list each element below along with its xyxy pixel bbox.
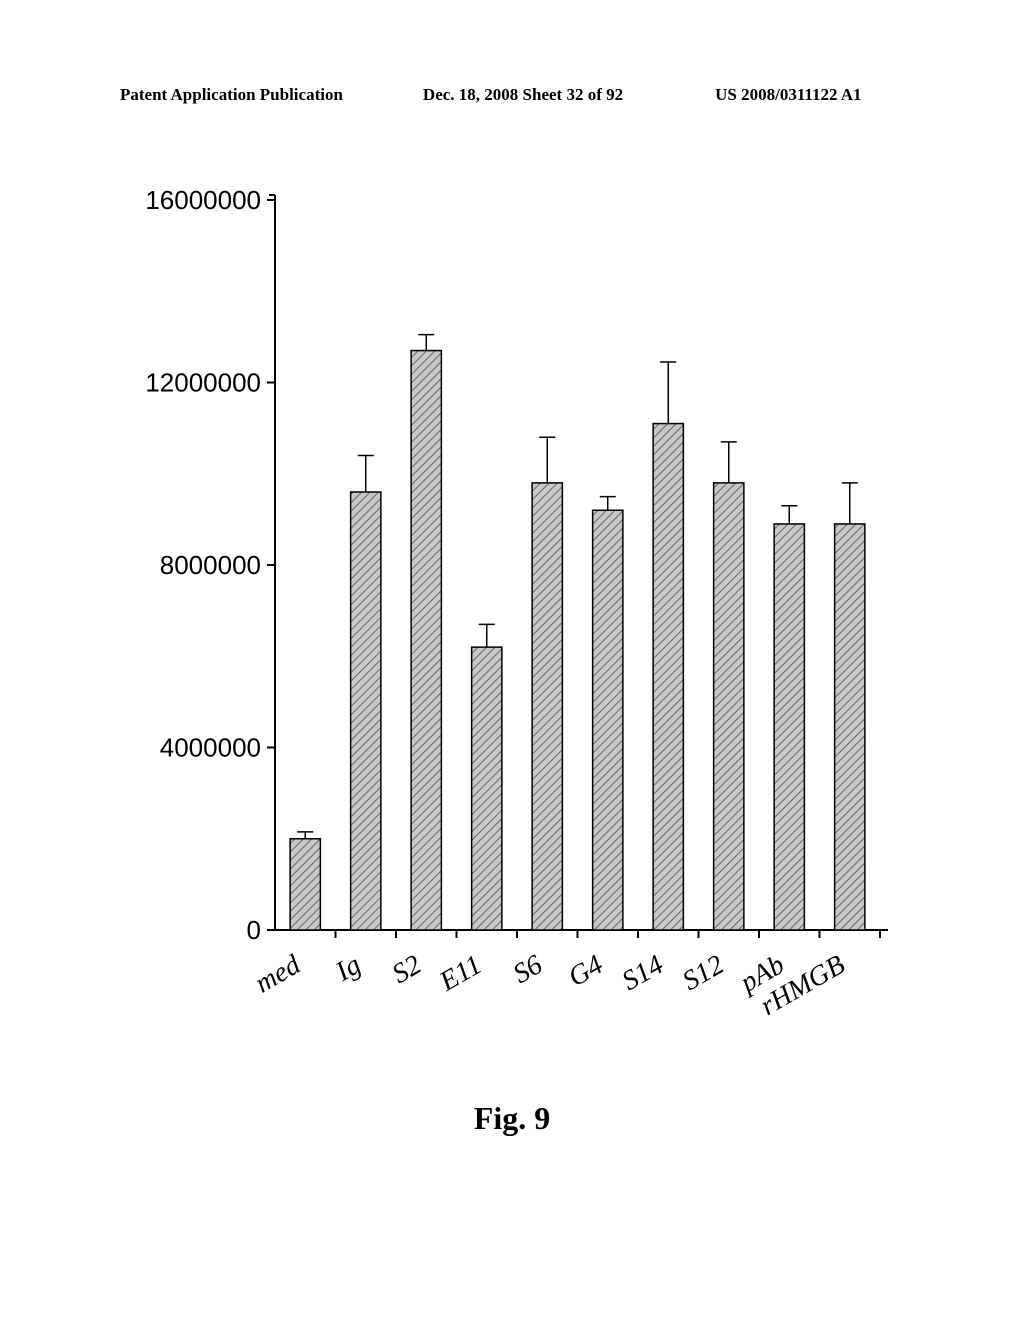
x-tick-label: S12 xyxy=(677,949,729,997)
x-tick-label: S2 xyxy=(387,949,427,990)
y-tick-label: 4000000 xyxy=(160,733,261,763)
x-tick-label: med xyxy=(250,949,307,1000)
x-tick-label: G4 xyxy=(563,949,608,993)
header-date-sheet: Dec. 18, 2008 Sheet 32 of 92 xyxy=(423,85,623,105)
bar xyxy=(714,483,744,930)
y-tick-label: 12000000 xyxy=(145,368,261,398)
header-patent-number: US 2008/0311122 A1 xyxy=(715,85,861,105)
bar xyxy=(653,424,683,930)
chart-svg: 0400000080000001200000016000000medIgS2E1… xyxy=(120,190,890,1050)
figure-caption: Fig. 9 xyxy=(0,1100,1024,1137)
y-tick-label: 16000000 xyxy=(145,185,261,215)
x-tick-label: S6 xyxy=(508,949,548,990)
x-tick-label: S14 xyxy=(617,949,669,997)
bar xyxy=(593,510,623,930)
bar xyxy=(774,524,804,930)
bar-chart: 0400000080000001200000016000000medIgS2E1… xyxy=(120,190,890,1050)
x-tick-label: Ig xyxy=(330,949,367,988)
bar xyxy=(411,351,441,930)
header-publication: Patent Application Publication xyxy=(120,85,343,105)
x-tick-label: E11 xyxy=(434,949,488,998)
bar xyxy=(532,483,562,930)
page-header: Patent Application Publication Dec. 18, … xyxy=(0,85,1024,105)
bar xyxy=(351,492,381,930)
y-tick-label: 8000000 xyxy=(160,550,261,580)
y-tick-label: 0 xyxy=(247,915,261,945)
bar xyxy=(472,647,502,930)
bar xyxy=(835,524,865,930)
bar xyxy=(290,839,320,930)
